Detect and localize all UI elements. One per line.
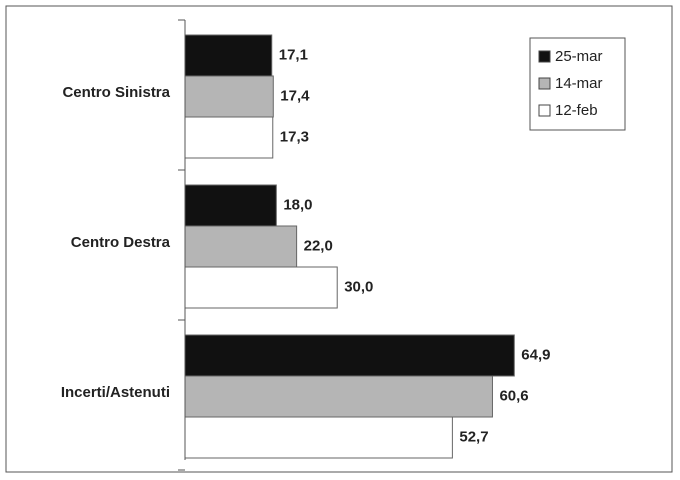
value-label: 52,7	[459, 428, 488, 445]
legend-swatch	[538, 50, 551, 63]
value-label: 18,0	[283, 196, 312, 213]
legend-label: 12-feb	[555, 102, 598, 119]
value-label: 17,1	[279, 46, 308, 63]
bar	[184, 266, 338, 309]
value-label: 30,0	[344, 278, 373, 295]
legend-swatch	[538, 77, 551, 90]
value-label: 22,0	[304, 237, 333, 254]
bar	[184, 116, 274, 159]
y-tick-label: Incerti/Astenuti	[61, 384, 170, 401]
bar	[184, 416, 453, 459]
bar	[184, 184, 277, 227]
bar	[184, 34, 273, 77]
y-tick-label: Centro Destra	[71, 234, 171, 251]
value-label: 60,6	[499, 387, 528, 404]
legend-label: 14-mar	[555, 75, 603, 92]
value-label: 17,4	[280, 87, 310, 104]
legend-label: 25-mar	[555, 48, 603, 65]
bar	[184, 375, 493, 418]
bar	[184, 334, 515, 377]
bar	[184, 225, 298, 268]
y-tick-label: Centro Sinistra	[62, 84, 170, 101]
value-label: 17,3	[280, 128, 309, 145]
bar	[184, 75, 274, 118]
value-label: 64,9	[521, 346, 550, 363]
legend-swatch	[538, 104, 551, 117]
